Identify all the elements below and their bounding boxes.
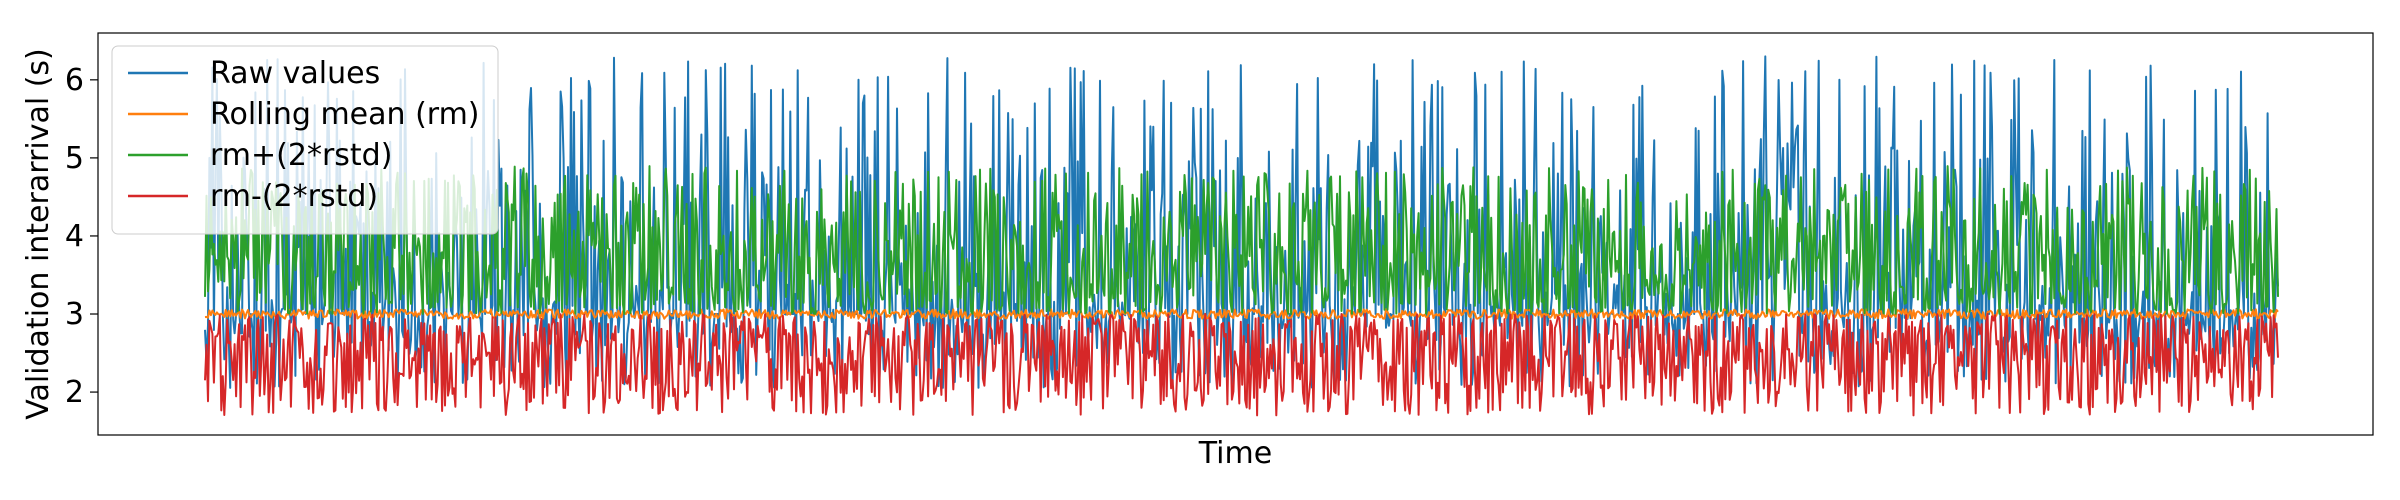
legend: Raw values Rolling mean (rm) rm+(2*rstd) rm…	[111, 45, 499, 235]
series-rolling-mean	[204, 308, 2279, 320]
y-axis-ticks: 2 3 4 5 6	[65, 63, 98, 410]
series-rm-plus-2rstd	[204, 165, 2279, 315]
plot-series	[204, 55, 2279, 417]
y-axis-label: Validation interarrival (s)	[21, 48, 56, 419]
y-tick-label: 4	[65, 219, 84, 254]
series-rm-minus-2rstd	[204, 313, 2279, 417]
y-tick-label: 6	[65, 63, 84, 98]
legend-label: Raw values	[210, 56, 380, 91]
y-tick-label: 3	[65, 297, 84, 332]
plot-frame	[97, 32, 2374, 436]
y-tick-label: 2	[65, 375, 84, 410]
series-raw-values	[204, 55, 2279, 389]
legend-label: Rolling mean (rm)	[210, 97, 480, 132]
legend-box	[111, 45, 499, 235]
x-axis-label: Time	[1198, 436, 1272, 471]
y-tick-label: 5	[65, 141, 84, 176]
legend-label: rm+(2*rstd)	[210, 138, 392, 173]
legend-label: rm-(2*rstd)	[210, 179, 378, 214]
